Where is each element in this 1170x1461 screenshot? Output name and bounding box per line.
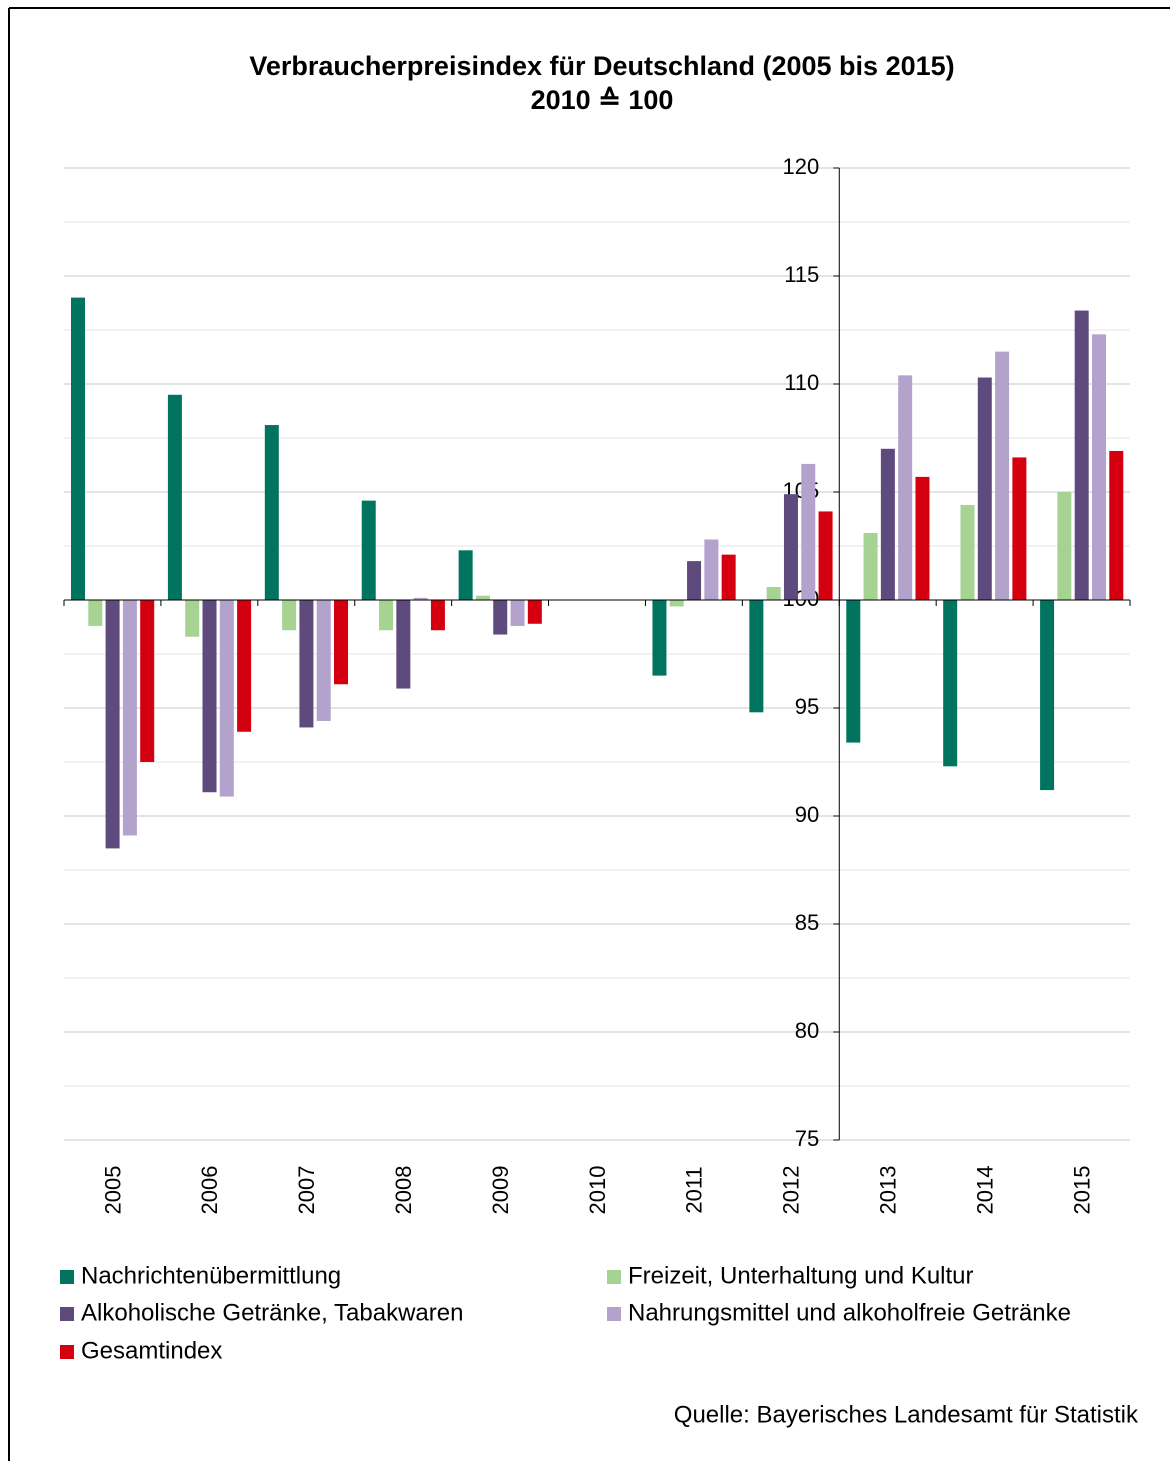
x-tick-label: 2013 [876, 1166, 901, 1215]
bar [510, 600, 525, 626]
bar [898, 375, 913, 600]
bar [669, 600, 684, 607]
bar [219, 600, 234, 797]
legend-label: Alkoholische Getränke, Tabakwaren [81, 1299, 463, 1326]
x-tick-label: 2011 [682, 1166, 707, 1213]
bar [396, 600, 411, 689]
x-tick-label: 2015 [1069, 1166, 1094, 1215]
bar [783, 494, 798, 600]
bar [943, 600, 958, 767]
bar [977, 377, 992, 600]
bar [316, 600, 331, 721]
bar [237, 600, 252, 732]
bar [1074, 310, 1089, 600]
bar [960, 504, 975, 600]
bar [299, 600, 314, 728]
bar [105, 600, 120, 849]
bar [1091, 334, 1106, 600]
legend-label: Nahrungsmittel und alkoholfreie Getränke [628, 1299, 1071, 1326]
chart-subtitle: 2010 ≙ 100 [531, 85, 674, 115]
legend-swatch [60, 1307, 74, 1321]
bar [88, 600, 103, 626]
y-tick-label: 85 [795, 910, 819, 935]
x-tick-label: 2009 [488, 1166, 513, 1215]
chart-title: Verbraucherpreisindex für Deutschland (2… [249, 51, 954, 81]
x-tick-label: 2008 [391, 1166, 416, 1215]
legend-swatch [607, 1307, 621, 1321]
bar [863, 533, 878, 600]
x-tick-label: 2010 [585, 1166, 610, 1215]
bar [493, 600, 508, 635]
bar [749, 600, 764, 713]
bar [264, 425, 279, 600]
bar [282, 600, 297, 631]
bar [766, 587, 781, 600]
bar [379, 600, 394, 631]
bar [995, 351, 1010, 600]
bar [475, 595, 490, 600]
legend-swatch [60, 1345, 74, 1359]
bar [687, 561, 702, 600]
bar [527, 600, 542, 624]
bar [185, 600, 200, 637]
bar [458, 550, 473, 600]
bar [704, 539, 719, 600]
bar [413, 597, 428, 600]
bar [1040, 600, 1055, 791]
source: Quelle: Bayerisches Landesamt für Statis… [674, 1401, 1139, 1428]
bar [140, 600, 155, 762]
legend-label: Freizeit, Unterhaltung und Kultur [628, 1262, 974, 1289]
legend-swatch [60, 1270, 74, 1284]
bar [1109, 450, 1124, 600]
y-tick-label: 110 [784, 370, 819, 395]
x-tick-label: 2006 [197, 1166, 222, 1215]
bar [880, 448, 895, 600]
bar [122, 600, 137, 836]
y-tick-label: 95 [795, 694, 819, 719]
y-tick-label: 120 [783, 154, 820, 179]
legend-label: Nachrichtenübermittlung [81, 1262, 341, 1289]
bar [1057, 492, 1072, 600]
x-tick-label: 2014 [972, 1166, 997, 1215]
legend-label: Gesamtindex [81, 1337, 222, 1364]
bar [721, 554, 736, 600]
x-tick-label: 2005 [100, 1166, 125, 1215]
bar [801, 463, 816, 600]
bar [334, 600, 349, 685]
bar [846, 600, 861, 743]
y-tick-label: 115 [784, 262, 819, 287]
bar [430, 600, 445, 631]
bar [202, 600, 217, 793]
x-tick-label: 2012 [779, 1166, 804, 1215]
legend-swatch [607, 1270, 621, 1284]
bar [915, 476, 930, 600]
y-tick-label: 90 [795, 802, 819, 827]
y-tick-label: 75 [795, 1126, 819, 1151]
x-tick-label: 2007 [294, 1166, 319, 1215]
bar [818, 511, 833, 600]
bar [71, 297, 85, 600]
bar [1012, 457, 1027, 600]
y-tick-label: 80 [795, 1018, 819, 1043]
bar [361, 500, 376, 600]
bar [167, 394, 182, 600]
bar [652, 600, 667, 676]
